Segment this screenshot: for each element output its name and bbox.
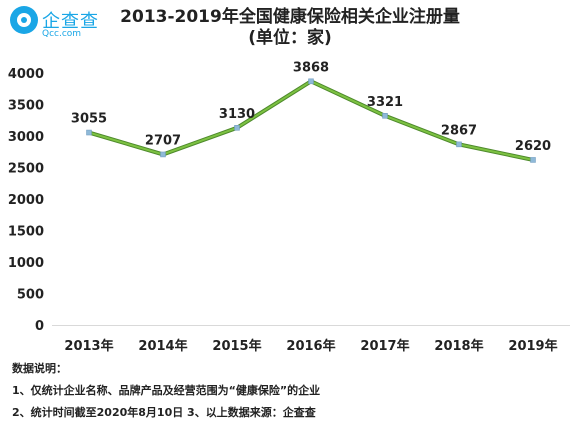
x-tick-label: 2019年	[508, 338, 557, 354]
notes-heading: 数据说明：	[12, 362, 67, 375]
data-point	[308, 78, 314, 85]
data-point	[456, 141, 462, 148]
data-label: 3130	[219, 107, 255, 122]
logo-domain: Qcc.com	[42, 29, 82, 39]
x-tick-label: 2013年	[64, 338, 113, 354]
data-label: 2620	[515, 139, 551, 154]
y-tick-label: 3500	[8, 99, 44, 114]
x-tick-label: 2017年	[360, 338, 409, 354]
data-notes: 数据说明： 1、仅统计企业名称、品牌产品及经营范围为“健康保险”的企业 2、统计…	[12, 358, 320, 424]
x-tick-label: 2015年	[212, 338, 261, 354]
y-tick-label: 500	[17, 288, 44, 303]
data-label: 2867	[441, 123, 477, 138]
x-tick-label: 2018年	[434, 338, 483, 354]
data-point	[530, 157, 536, 163]
y-tick-label: 1500	[8, 225, 44, 240]
data-point	[160, 151, 166, 158]
logo-icon	[10, 6, 38, 34]
data-label: 3321	[367, 95, 403, 110]
data-label: 3868	[293, 60, 329, 75]
brand-logo: 企查查 Qcc.com	[10, 6, 110, 40]
notes-line-2: 2、统计时间截至2020年8月10日 3、以上数据来源：企查查	[12, 406, 316, 419]
y-tick-label: 1000	[8, 256, 44, 271]
y-tick-label: 4000	[8, 67, 44, 82]
data-label: 2707	[145, 133, 181, 148]
data-point	[86, 129, 92, 136]
chart-title: 2013-2019年全国健康保险相关企业注册量	[120, 7, 460, 27]
chart-subtitle: (单位：家)	[248, 28, 332, 48]
y-tick-label: 2000	[8, 193, 44, 208]
y-tick-label: 3000	[8, 130, 44, 145]
x-tick-label: 2016年	[286, 338, 335, 354]
x-tick-label: 2014年	[138, 338, 187, 354]
y-tick-label: 0	[35, 319, 44, 334]
y-tick-label: 2500	[8, 162, 44, 177]
data-point	[382, 113, 388, 119]
logo-name: 企查查	[42, 11, 99, 32]
data-label: 3055	[71, 112, 107, 127]
data-point	[234, 125, 240, 131]
notes-line-1: 1、仅统计企业名称、品牌产品及经营范围为“健康保险”的企业	[12, 384, 321, 397]
